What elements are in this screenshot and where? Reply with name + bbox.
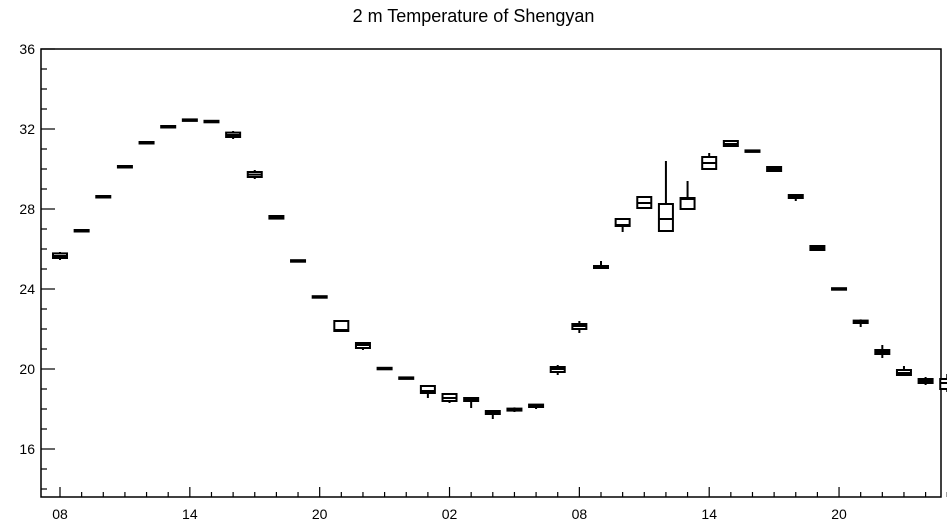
box-37 bbox=[852, 319, 869, 327]
x-tick-label: 14 bbox=[182, 506, 198, 522]
box-22 bbox=[528, 403, 545, 409]
box-26 bbox=[614, 218, 631, 232]
box-40 bbox=[917, 377, 934, 385]
box-34 bbox=[787, 194, 804, 201]
box-29 bbox=[679, 181, 696, 210]
box-18 bbox=[441, 393, 458, 403]
box-iqr bbox=[419, 385, 436, 394]
box-27 bbox=[636, 196, 653, 209]
x-tick-label: 20 bbox=[831, 506, 847, 522]
box-33 bbox=[766, 166, 783, 172]
box-12 bbox=[311, 295, 328, 299]
box-13 bbox=[333, 320, 350, 332]
y-tick-label: 32 bbox=[19, 121, 35, 137]
box-24 bbox=[571, 321, 588, 333]
y-tick-label: 20 bbox=[19, 361, 35, 377]
box-10 bbox=[268, 215, 285, 220]
plot-frame bbox=[40, 48, 942, 498]
box-17 bbox=[419, 385, 436, 398]
chart-title: 2 m Temperature of Shengyan bbox=[352, 6, 595, 26]
y-tick-label: 28 bbox=[19, 201, 35, 217]
box-35 bbox=[809, 245, 826, 251]
box-9 bbox=[246, 170, 263, 179]
box-iqr bbox=[657, 203, 674, 232]
box-8 bbox=[225, 131, 242, 139]
box-14 bbox=[354, 342, 371, 350]
box-19 bbox=[463, 397, 480, 408]
box-4 bbox=[138, 141, 155, 145]
box-5 bbox=[160, 125, 177, 129]
box-32 bbox=[744, 149, 761, 153]
box-21 bbox=[506, 407, 523, 412]
x-tick-label: 14 bbox=[701, 506, 717, 522]
box-23 bbox=[549, 365, 566, 375]
box-30 bbox=[701, 153, 718, 170]
box-0 bbox=[52, 252, 68, 260]
box-1 bbox=[73, 229, 90, 233]
box-39 bbox=[895, 366, 912, 376]
box-6 bbox=[181, 118, 198, 122]
x-tick-label: 08 bbox=[52, 506, 68, 522]
box-11 bbox=[290, 259, 307, 263]
y-tick-label: 24 bbox=[19, 281, 35, 297]
tick-labels: 162024283236081420020814200208 bbox=[19, 41, 847, 522]
box-38 bbox=[874, 345, 891, 358]
box-16 bbox=[398, 376, 415, 380]
x-tick-label: 08 bbox=[572, 506, 588, 522]
box-28 bbox=[657, 161, 674, 232]
x-tick-label: 20 bbox=[312, 506, 328, 522]
x-tick-label: 02 bbox=[442, 506, 458, 522]
axes bbox=[40, 48, 947, 498]
box-7 bbox=[203, 119, 220, 124]
box-41 bbox=[939, 374, 947, 392]
box-series bbox=[52, 118, 947, 419]
box-31 bbox=[722, 140, 739, 147]
y-tick-label: 36 bbox=[19, 41, 35, 57]
box-3 bbox=[116, 165, 133, 169]
y-tick-label: 16 bbox=[19, 441, 35, 457]
box-20 bbox=[484, 410, 501, 419]
box-15 bbox=[376, 366, 393, 371]
box-2 bbox=[95, 195, 112, 199]
box-25 bbox=[593, 261, 609, 269]
box-36 bbox=[831, 287, 848, 291]
